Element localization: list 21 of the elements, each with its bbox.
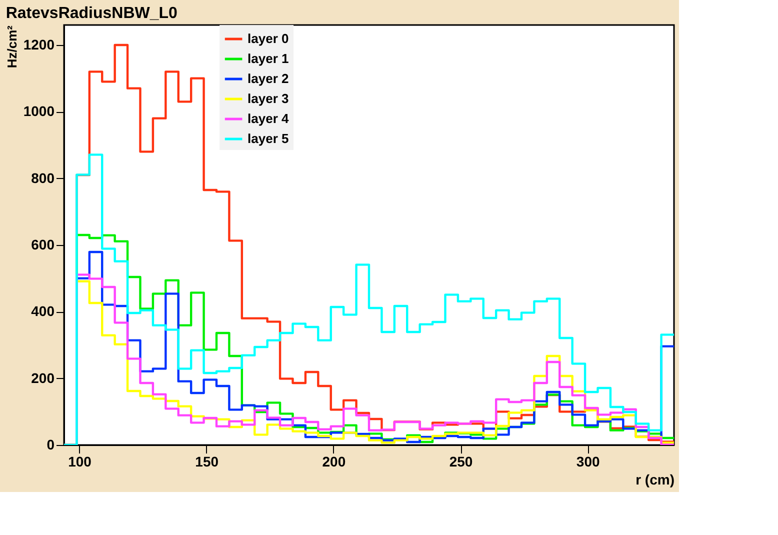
legend-label: layer 4 [248, 111, 290, 126]
legend-label: layer 2 [248, 71, 289, 86]
x-tick-label: 200 [322, 454, 346, 470]
y-tick-label: 1200 [23, 36, 55, 52]
y-tick-label: 1000 [23, 103, 55, 120]
y-axis-title: Hz/cm² [4, 24, 20, 68]
legend-label: layer 1 [248, 51, 289, 66]
x-tick-label: 300 [576, 454, 600, 470]
y-tick-label: 200 [31, 370, 55, 386]
y-tick-label: 600 [31, 236, 55, 252]
x-tick-label: 250 [449, 454, 473, 470]
legend-label: layer 3 [248, 91, 289, 106]
y-tick-label: 800 [31, 170, 55, 186]
x-axis-title: r (cm) [636, 472, 674, 488]
legend-label: layer 5 [248, 131, 289, 146]
x-tick-label: 100 [68, 454, 92, 470]
y-tick-label: 0 [46, 436, 55, 452]
y-tick-label: 400 [31, 303, 55, 320]
x-tick-label: 150 [195, 454, 219, 470]
legend-label: layer 0 [248, 31, 289, 46]
chart-title: RatevsRadiusNBW_L0 [6, 5, 178, 22]
